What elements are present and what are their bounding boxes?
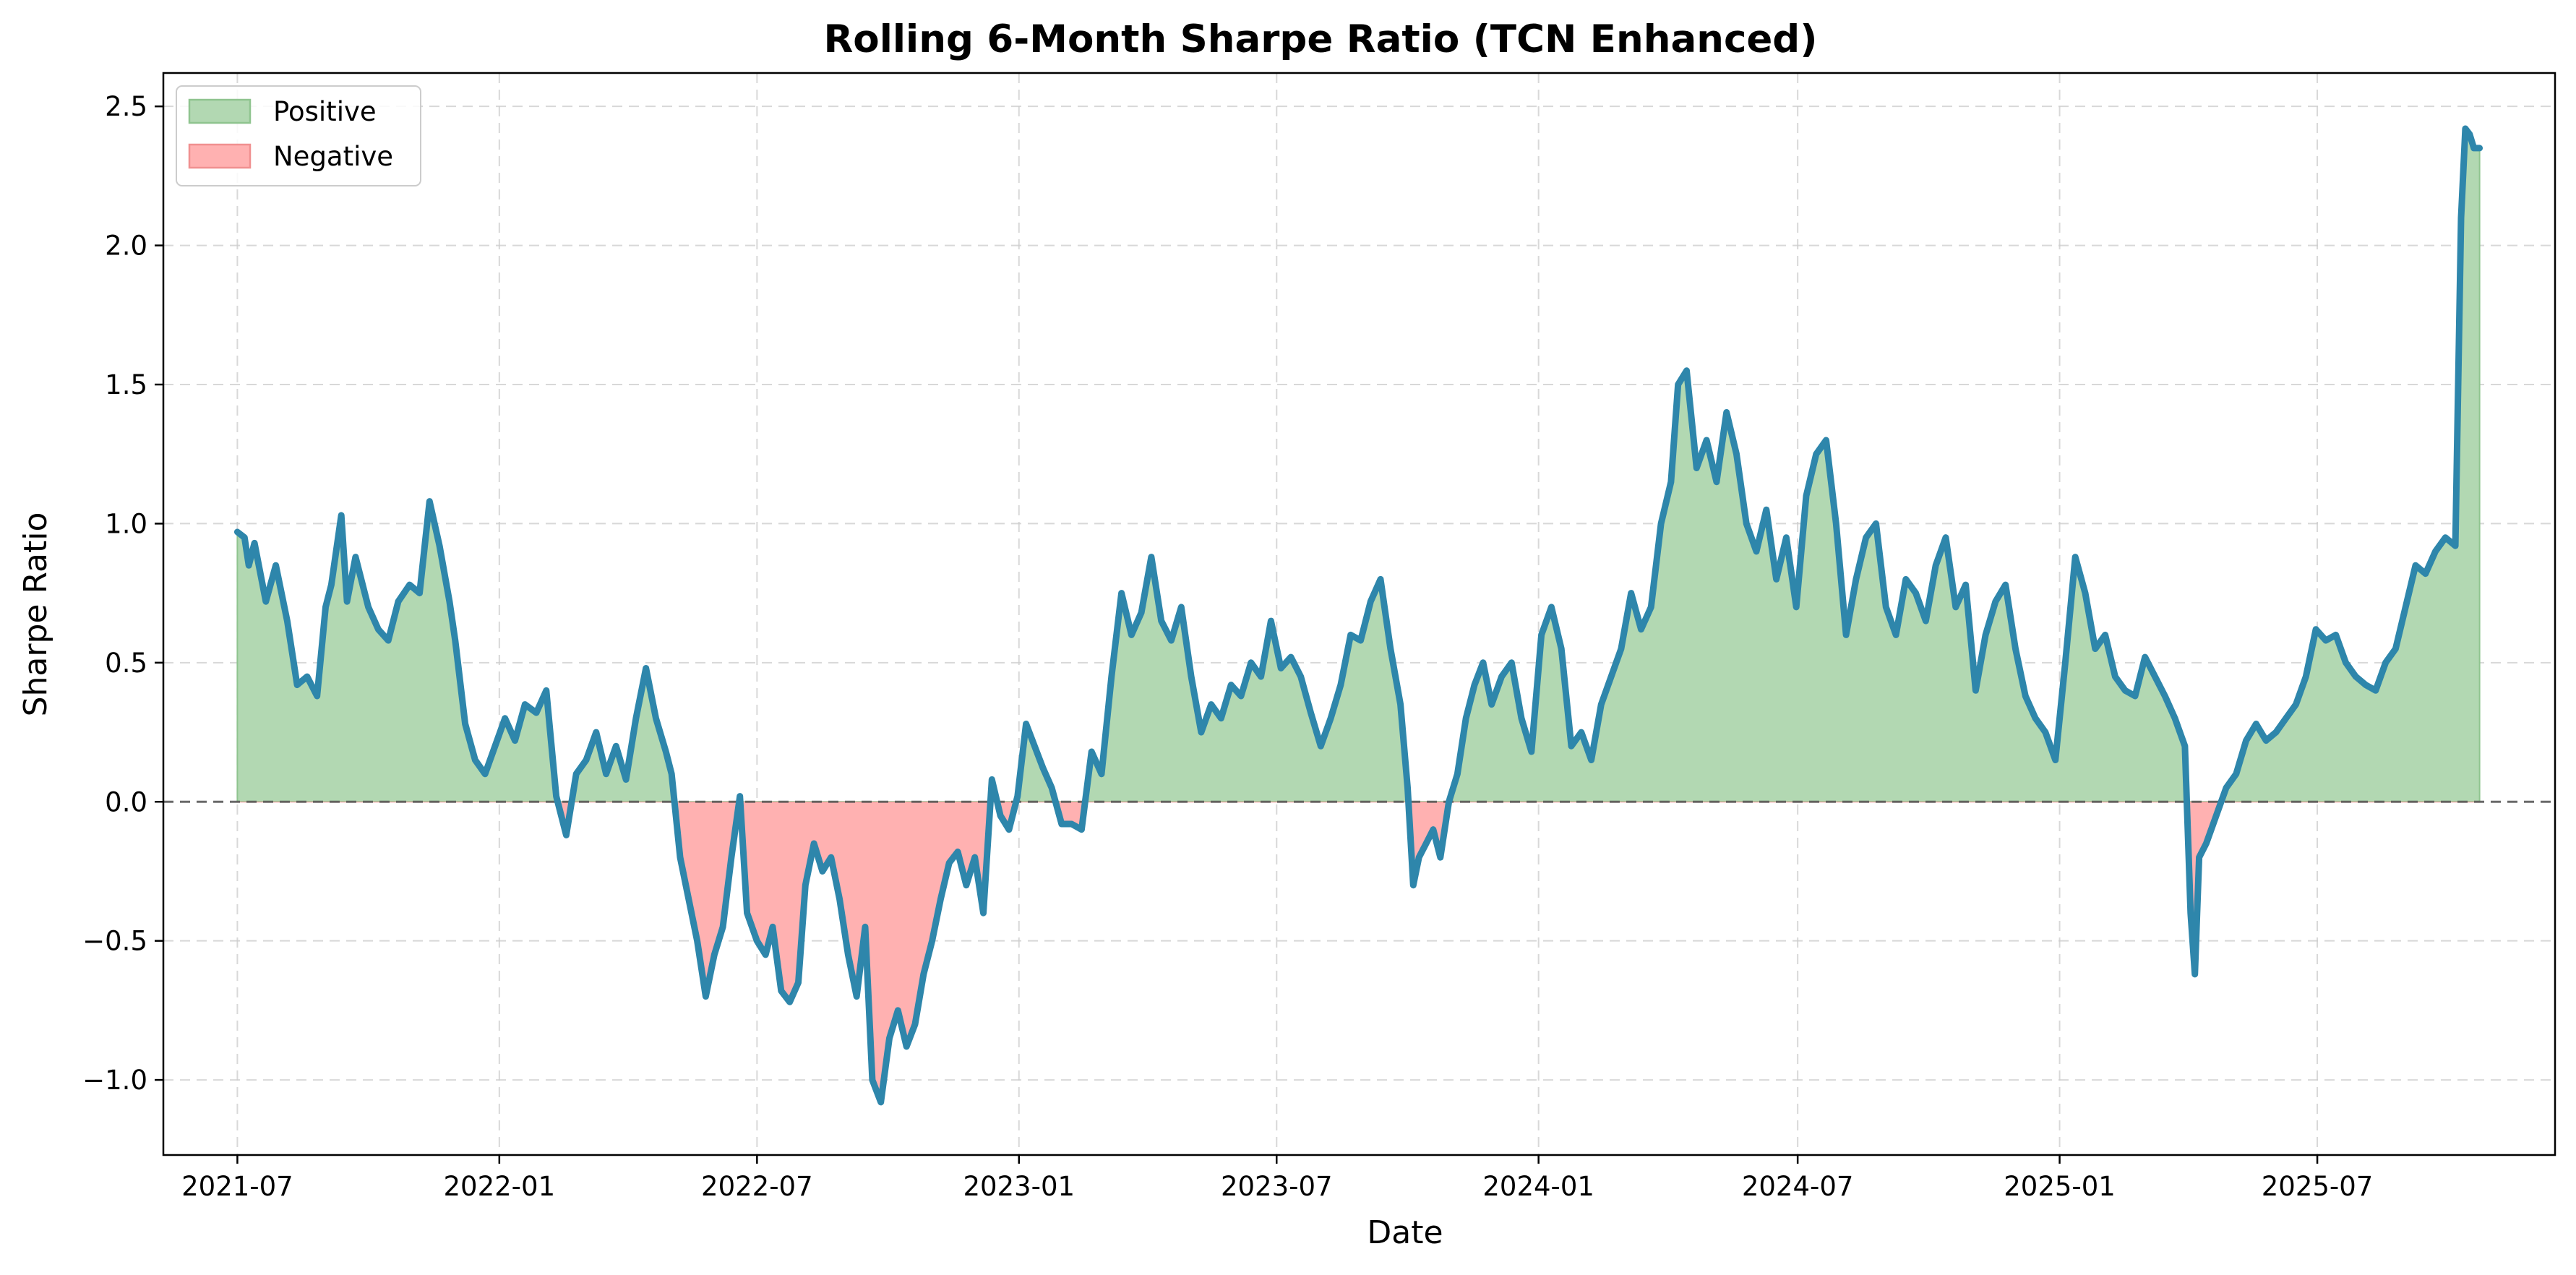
x-tick-label-0: 2021-07 bbox=[181, 1171, 293, 1202]
legend-swatch-1 bbox=[188, 143, 252, 169]
x-axis: 2021-07 2022-01 2022-07 2023-01 2023-07 2024-… bbox=[181, 1155, 2373, 1202]
x-tick-label-6: 2024-07 bbox=[1742, 1171, 1854, 1202]
legend-swatch-0 bbox=[188, 98, 252, 124]
legend-label-1: Negative bbox=[273, 141, 393, 172]
x-tick-label-3: 2023-01 bbox=[963, 1171, 1075, 1202]
x-tick-label-5: 2024-01 bbox=[1482, 1171, 1594, 1202]
y-axis-label: Sharpe Ratio bbox=[17, 512, 54, 717]
chart-title: Rolling 6-Month Sharpe Ratio (TCN Enhanc… bbox=[824, 17, 1818, 61]
y-tick-label-0: −1.0 bbox=[82, 1065, 147, 1096]
x-tick-label-1: 2022-01 bbox=[444, 1171, 556, 1202]
y-tick-label-3: 0.5 bbox=[105, 648, 147, 679]
x-tick-label-2: 2022-07 bbox=[701, 1171, 813, 1202]
plot-frame bbox=[162, 72, 2556, 1156]
x-axis-label: Date bbox=[1367, 1214, 1443, 1251]
x-tick-label-4: 2023-07 bbox=[1221, 1171, 1333, 1202]
y-tick-label-6: 2.0 bbox=[105, 231, 147, 262]
y-tick-label-5: 1.5 bbox=[105, 369, 147, 400]
legend-label-0: Positive bbox=[273, 96, 377, 127]
negative-area-fill bbox=[236, 802, 2481, 1103]
y-tick-label-1: −0.5 bbox=[82, 926, 147, 957]
sharpe-series-line bbox=[233, 125, 2483, 1106]
y-tick-label-7: 2.5 bbox=[105, 91, 147, 122]
y-tick-label-2: 0.0 bbox=[105, 786, 147, 817]
legend: Positive Negative bbox=[176, 85, 421, 186]
y-tick-label-4: 1.0 bbox=[105, 508, 147, 539]
x-tick-label-8: 2025-07 bbox=[2262, 1171, 2374, 1202]
y-axis: −1.0 −0.5 0.0 0.5 1.0 1.5 2.0 2.5 bbox=[82, 91, 163, 1096]
x-tick-label-7: 2025-01 bbox=[2004, 1171, 2116, 1202]
